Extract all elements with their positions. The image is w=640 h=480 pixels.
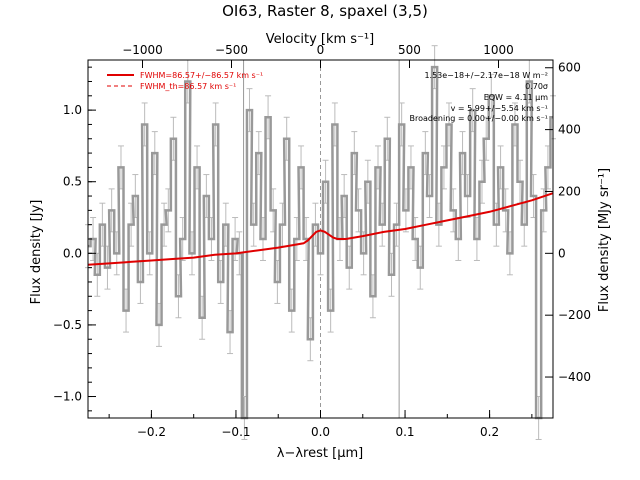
annotation-broadening: Broadening = 0.00+/−0.00 km s⁻¹ [410,114,548,123]
x-axis-label: λ−λrest [μm] [277,446,363,461]
data-series-steps [88,65,553,420]
fit-annotations: 1.53e−18+/−2.17e−18 W m⁻² 0.70σ EQW = 4.… [410,71,549,123]
axes-layer: −0.2 −0.1 0.0 0.1 0.2 −1.0 −0.5 0.0 0.5 1.0 −1000 −… [53,43,591,439]
annotation-velocity: v = 5.99+/−5.54 km s⁻¹ [451,104,548,113]
annotation-sigma: 0.70σ [525,82,548,91]
top-tick-label: 0 [317,43,325,57]
top-axis-label: Velocity [km s⁻¹] [266,32,374,47]
legend: FWHM=86.57+/−86.57 km s⁻¹ FWHM_th=86.57 … [107,71,263,91]
x-tick-label: 0.1 [395,425,414,439]
right-tick-label: 0 [558,246,566,260]
x-tick-label: 0.0 [311,425,330,439]
y-axis-label: Flux density [Jy] [29,200,44,305]
x-tick-label: 0.2 [480,425,499,439]
y-tick-label: −1.0 [53,390,82,404]
right-tick-label: 200 [558,184,581,198]
right-tick-label: 600 [558,61,581,75]
fit-curve [87,192,554,266]
annotation-flux: 1.53e−18+/−2.17e−18 W m⁻² [424,71,548,80]
y-tick-label: 0.5 [63,175,82,189]
top-tick-label: −1000 [122,43,163,57]
x-tick-label: −0.2 [137,425,166,439]
right-tick-label: −200 [558,308,591,322]
right-tick-label: −400 [558,370,591,384]
chart-title: OI63, Raster 8, spaxel (3,5) [222,2,428,20]
legend-label-fwhm-th: FWHM_th=86.57 km s⁻¹ [140,82,236,91]
top-tick-label: 1000 [483,43,514,57]
annotation-eqw: EQW = 4.11 μm [484,93,548,102]
y-tick-label: −0.5 [53,318,82,332]
top-tick-label: −500 [215,43,248,57]
y-tick-label: 1.0 [63,103,82,117]
y-tick-label: 0.0 [63,246,82,260]
legend-label-fwhm: FWHM=86.57+/−86.57 km s⁻¹ [140,71,263,80]
data-layer [85,45,556,440]
right-axis-label: Flux density [MJy sr⁻¹] [597,168,612,312]
top-tick-label: 500 [398,43,421,57]
right-tick-label: 400 [558,123,581,137]
x-tick-label: −0.1 [221,425,250,439]
